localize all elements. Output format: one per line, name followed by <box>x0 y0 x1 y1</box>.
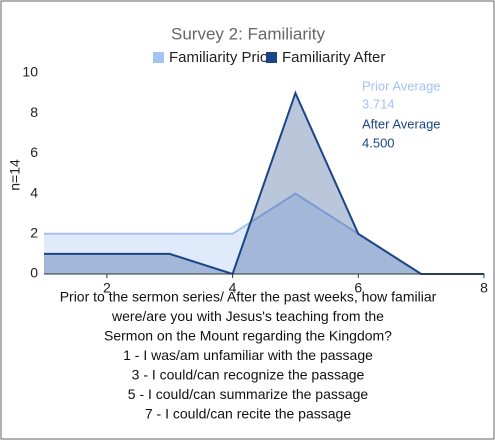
caption-line: were/are you with Jesus's teaching from … <box>111 308 384 324</box>
legend-swatch <box>266 52 277 63</box>
x-tick-label: 8 <box>480 280 488 296</box>
annotation: 4.500 <box>362 135 395 150</box>
y-tick-label: 0 <box>30 265 38 281</box>
x-tick-label: 6 <box>354 280 362 296</box>
x-tick-label: 4 <box>229 280 237 296</box>
chart-title: Survey 2: Familiarity <box>171 24 325 43</box>
caption-line: Prior to the sermon series/ After the pa… <box>60 289 437 305</box>
legend-swatch <box>153 52 164 63</box>
caption-line: 3 - I could/can recognize the passage <box>132 367 365 383</box>
y-tick-label: 8 <box>30 104 38 120</box>
y-tick-label: 10 <box>22 64 38 80</box>
y-tick-label: 6 <box>30 144 38 160</box>
annotation: Prior Average <box>362 78 441 93</box>
annotation: 3.714 <box>362 96 395 111</box>
caption-line: 1 - I was/am unfamiliar with the passage <box>123 347 373 363</box>
y-tick-label: 2 <box>30 225 38 241</box>
caption-line: 5 - I could/can summarize the passage <box>128 386 369 402</box>
y-axis-label: n=14 <box>7 159 23 191</box>
annotation: After Average <box>362 116 441 131</box>
caption-line: Sermon on the Mount regarding the Kingdo… <box>104 328 392 344</box>
legend-label: Familiarity After <box>282 49 385 66</box>
legend-label: Familiarity Prior <box>169 49 273 66</box>
x-tick-label: 2 <box>103 280 111 296</box>
y-tick-label: 4 <box>30 184 38 200</box>
line <box>44 90 484 276</box>
caption-line: 7 - I could/can recite the passage <box>145 406 351 422</box>
